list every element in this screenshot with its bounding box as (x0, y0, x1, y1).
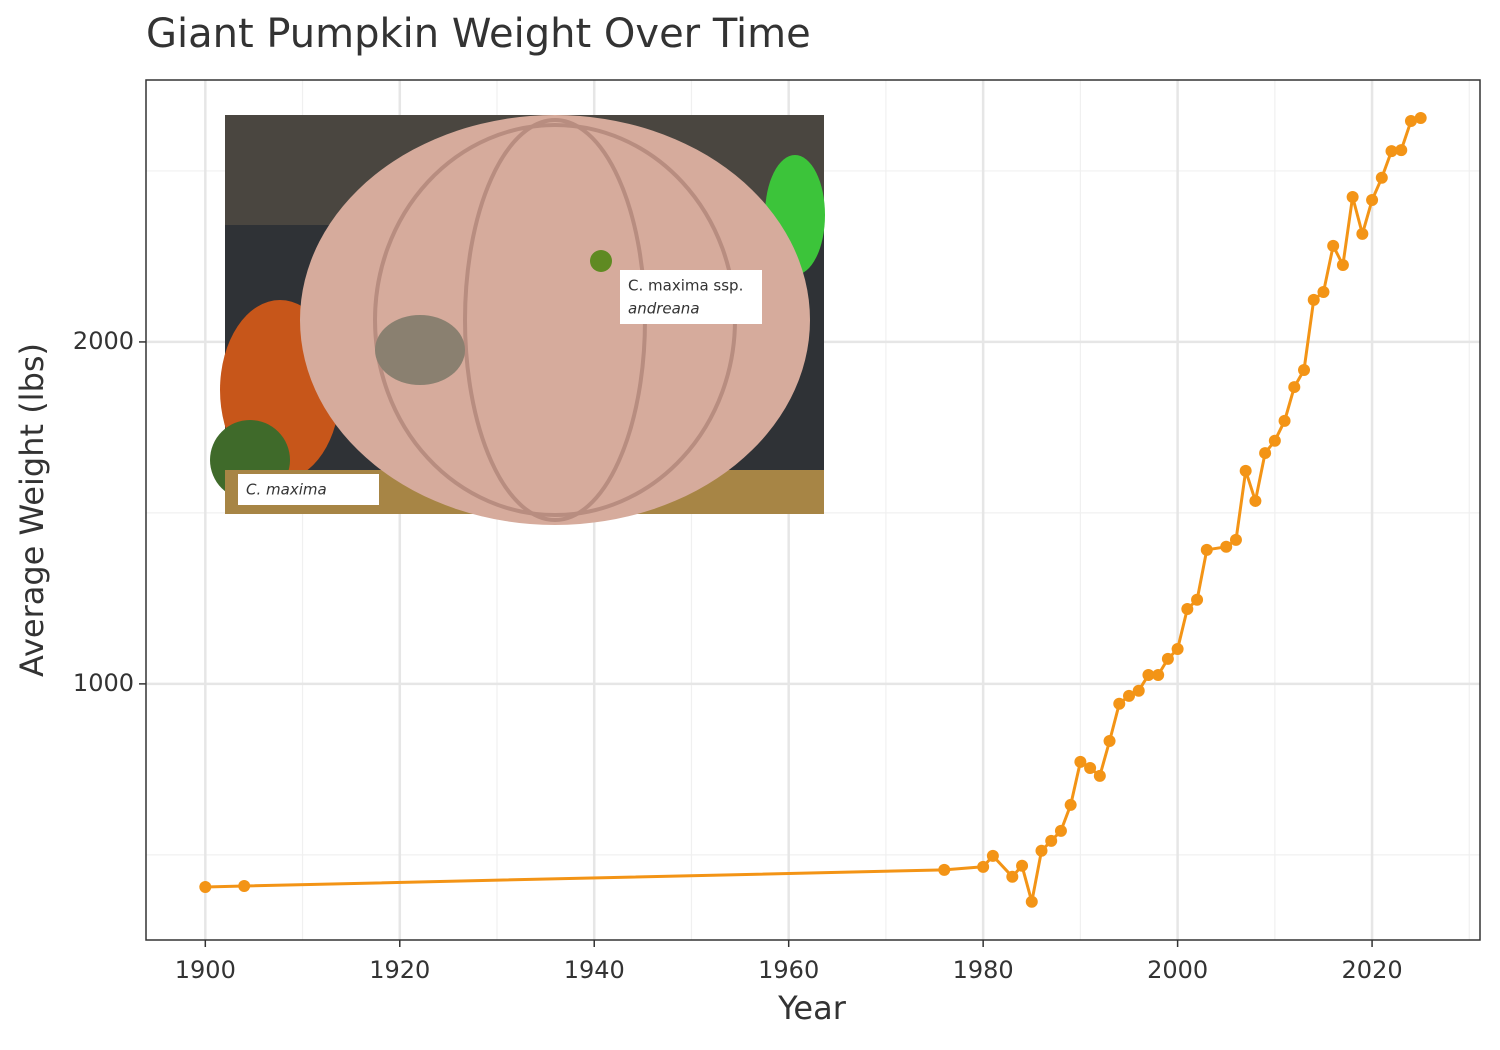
point (1132, 684, 1145, 697)
point (1268, 434, 1281, 447)
x-tick-label: 1940 (564, 956, 625, 984)
point (1016, 859, 1029, 872)
point (986, 849, 999, 862)
label-box (238, 474, 379, 505)
point (1404, 115, 1417, 128)
point (1113, 697, 1126, 710)
point (1356, 227, 1369, 240)
point (1278, 414, 1291, 427)
point (238, 879, 251, 892)
point (1045, 834, 1058, 847)
point (938, 863, 951, 876)
point (1171, 643, 1184, 656)
point (1288, 381, 1301, 394)
point (1093, 769, 1106, 782)
point (1054, 824, 1067, 837)
point (1336, 258, 1349, 271)
point (977, 860, 990, 873)
point (1161, 652, 1174, 665)
point (1142, 668, 1155, 681)
point (1103, 734, 1116, 747)
inset-label: C. maxima (246, 481, 327, 499)
point (1191, 593, 1204, 606)
point (1035, 844, 1048, 857)
point (1200, 543, 1213, 556)
point (1006, 870, 1019, 883)
point (1152, 668, 1165, 681)
x-tick-label: 1960 (758, 956, 819, 984)
y-tick-label: 2000 (73, 327, 134, 355)
label-box (620, 270, 762, 324)
point (1074, 755, 1087, 768)
point (1025, 895, 1038, 908)
inset-label: andreana (628, 300, 700, 318)
point (1385, 145, 1398, 158)
point (1327, 239, 1340, 252)
point (199, 880, 212, 893)
inset-photo: C. maxima ssp. andreana C. maxima (210, 115, 825, 525)
small-squash (590, 250, 612, 272)
x-tick-label: 1980 (953, 956, 1014, 984)
point (1298, 363, 1311, 376)
point (1084, 762, 1097, 774)
point (1375, 171, 1388, 184)
inset-label: C. maxima ssp. (628, 277, 743, 295)
point (1307, 293, 1320, 306)
pumpkin (300, 115, 810, 525)
point (1122, 689, 1135, 702)
x-tick-label: 1900 (175, 956, 236, 984)
point (1317, 286, 1330, 299)
y-axis-label: Average Weight (lbs) (13, 343, 51, 677)
point (1414, 111, 1427, 124)
x-axis-label: Year (777, 989, 847, 1027)
point (1181, 602, 1194, 615)
chart-title: Giant Pumpkin Weight Over Time (146, 11, 811, 57)
plot-marks (199, 111, 1427, 908)
plot-border (145, 79, 1481, 941)
point (1229, 533, 1242, 546)
y-tick-label: 1000 (73, 669, 134, 697)
point (1249, 494, 1262, 507)
point (1239, 464, 1252, 477)
x-tick-label: 2020 (1342, 956, 1403, 984)
point (1064, 798, 1077, 811)
x-tick-label: 2000 (1147, 956, 1208, 984)
point (1220, 540, 1233, 553)
point (1395, 144, 1408, 157)
point (1346, 190, 1359, 203)
x-tick-label: 1920 (369, 956, 430, 984)
point (1366, 194, 1379, 207)
pumpkin-stem (375, 315, 465, 385)
point (1259, 447, 1272, 460)
